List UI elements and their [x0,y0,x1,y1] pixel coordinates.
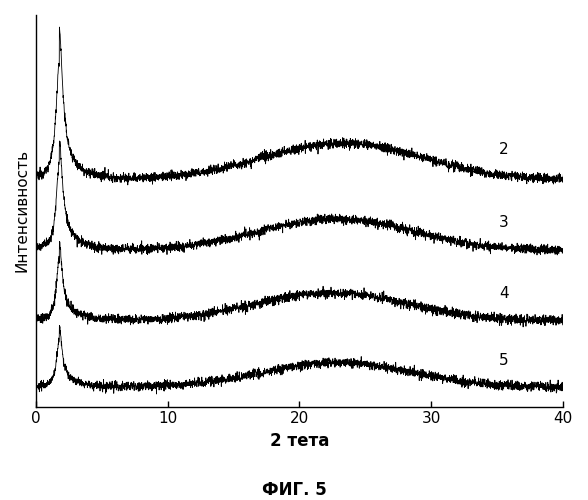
Text: 4: 4 [499,286,509,302]
Text: ФИГ. 5: ФИГ. 5 [262,481,326,499]
Text: 2: 2 [499,142,509,158]
Text: 5: 5 [499,353,509,368]
Y-axis label: Интенсивность: Интенсивность [15,149,30,272]
X-axis label: 2 тета: 2 тета [270,432,329,450]
Text: 3: 3 [499,216,509,230]
